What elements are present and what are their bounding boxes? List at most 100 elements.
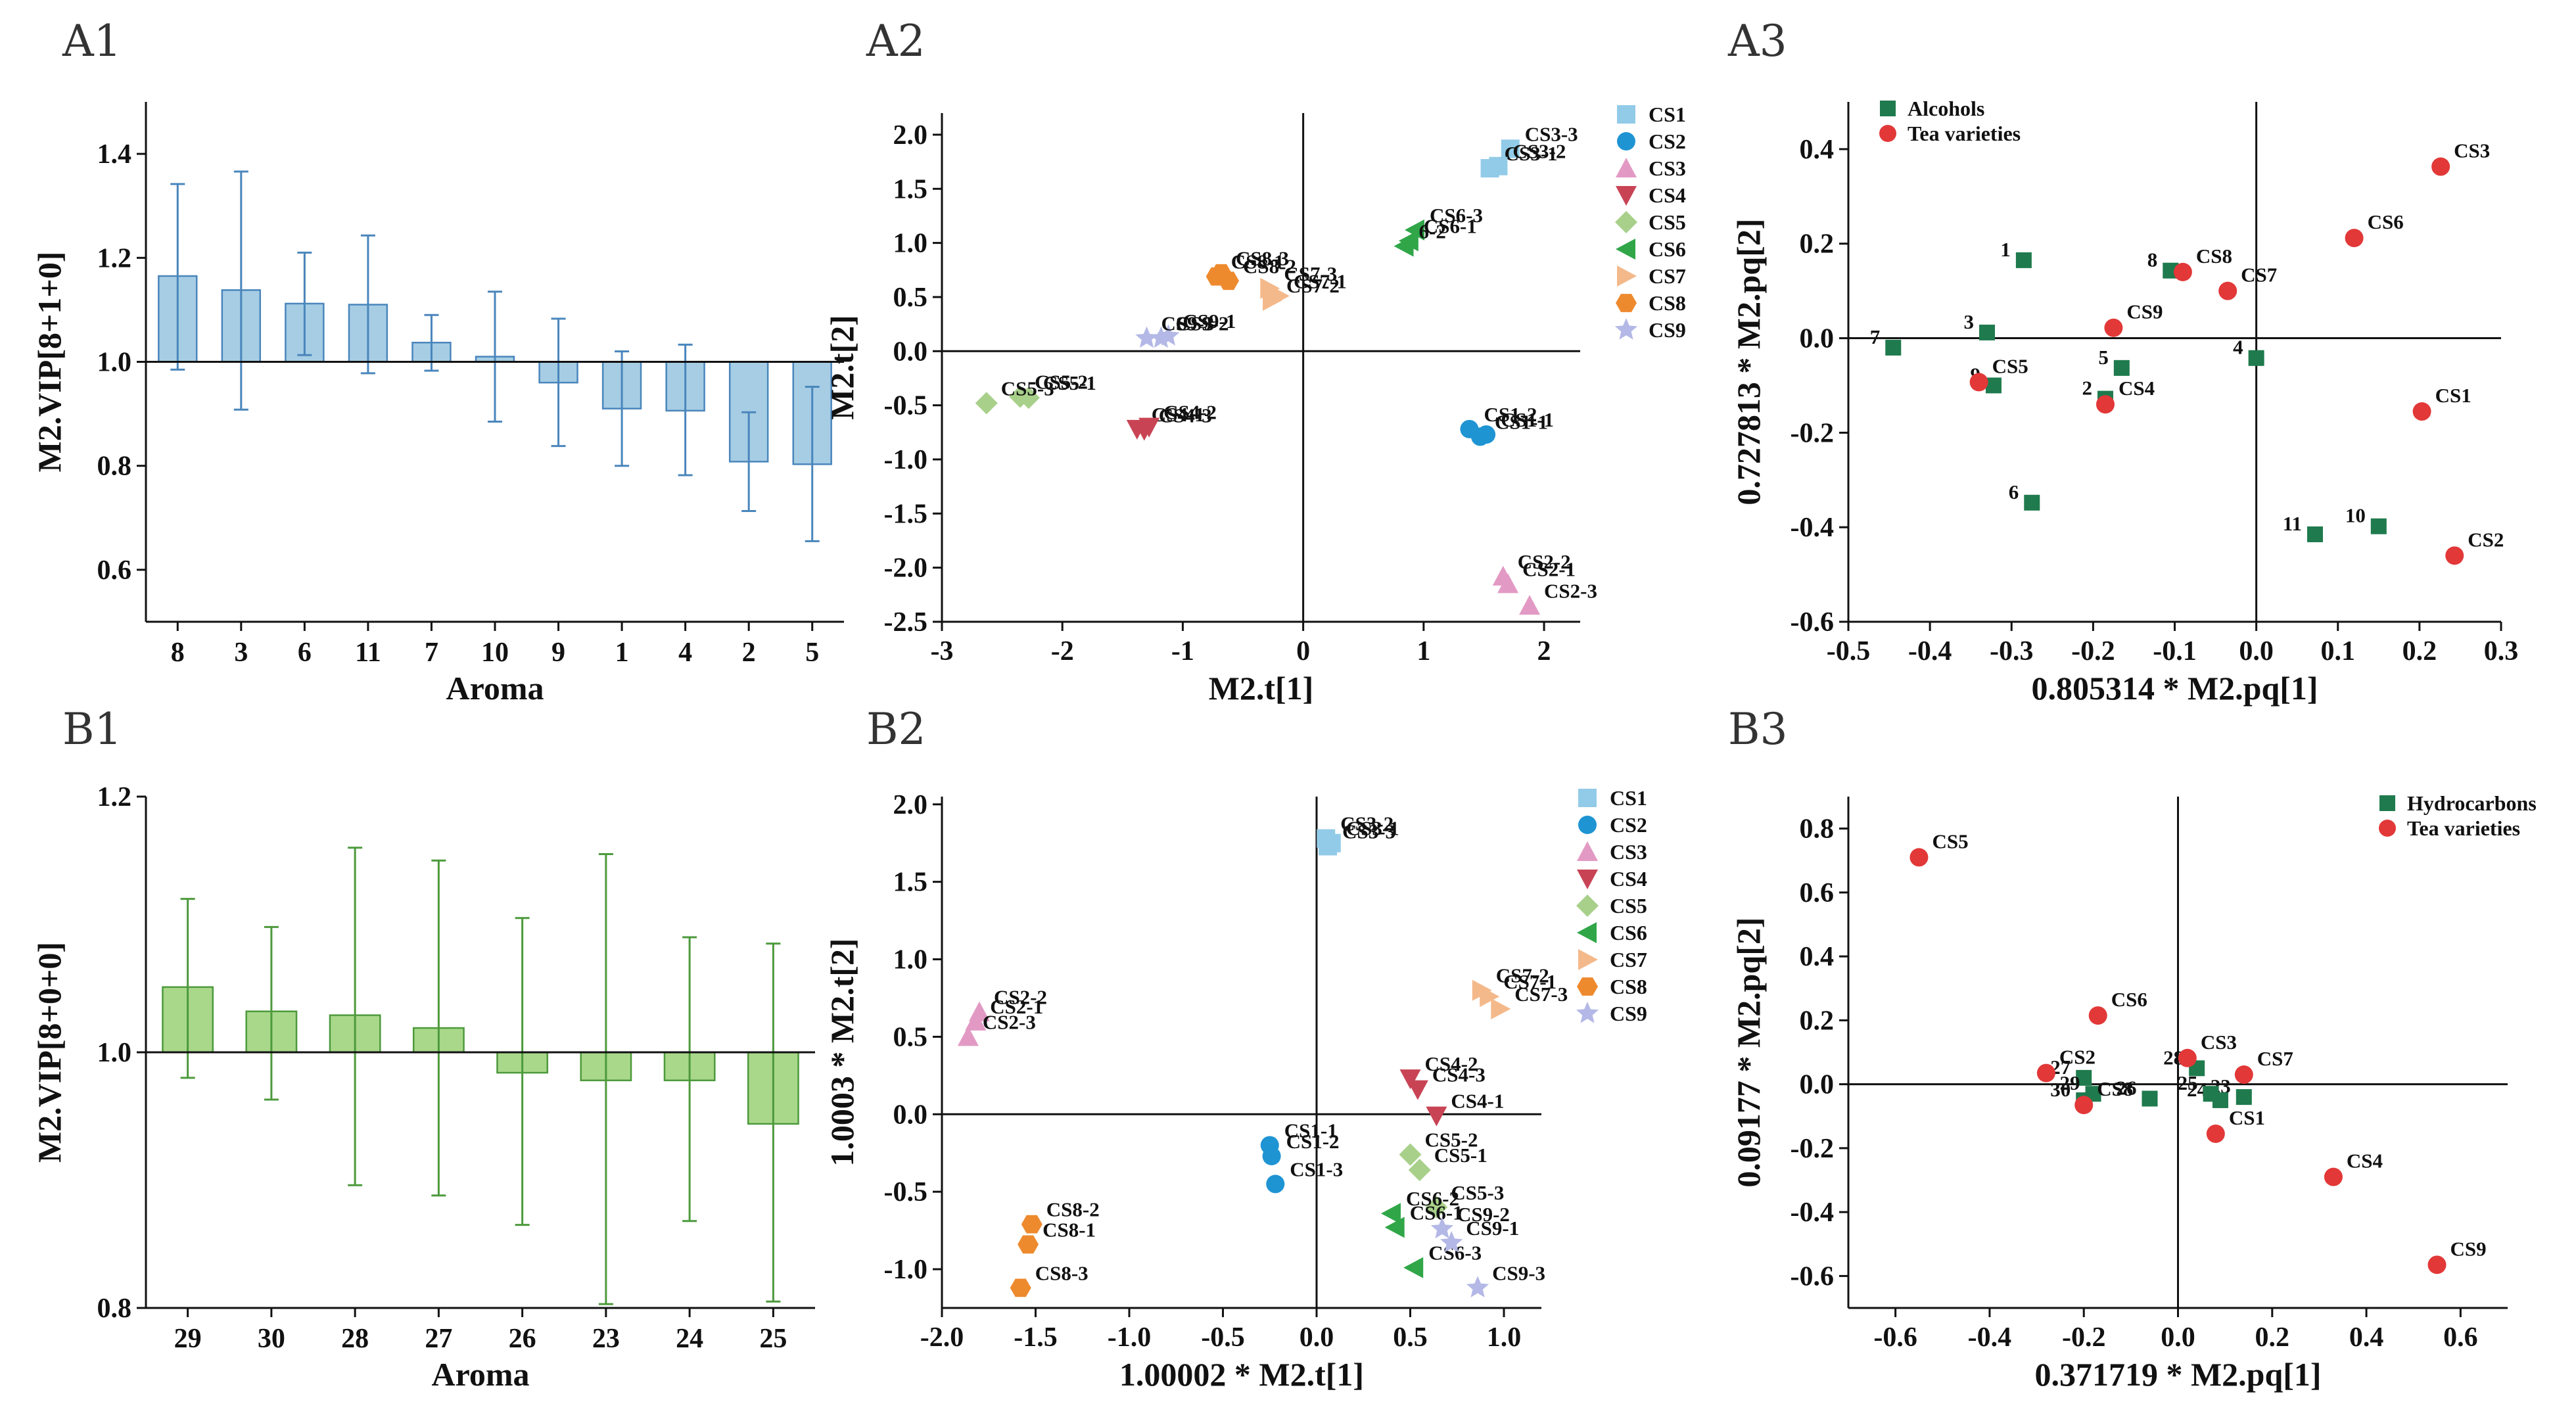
x-axis-title: 0.805314 * M2.pq[1] — [2031, 670, 2318, 707]
point-label: CS5-3 — [1451, 1181, 1504, 1204]
compound-marker — [2015, 252, 2032, 268]
x-tick-label: 2 — [742, 638, 756, 668]
y-tick-label: 0.0 — [893, 1100, 928, 1130]
x-tick-label: -1.5 — [1014, 1322, 1058, 1353]
tea-label: CS7 — [2241, 264, 2277, 287]
x-tick-label: 0.6 — [2443, 1322, 2478, 1353]
x-tick-label: 3 — [234, 638, 248, 668]
x-tick-label: -0.1 — [2153, 636, 2197, 666]
point-label: CS1-2 — [1484, 403, 1537, 426]
legend-label: Alcohols — [1908, 97, 1984, 120]
point-marker — [975, 392, 998, 415]
point-marker — [965, 1010, 987, 1031]
point-label: CS4-1 — [1152, 403, 1205, 426]
tea-label: CS5 — [1992, 354, 2028, 377]
x-tick-label: 25 — [759, 1324, 787, 1354]
y-tick-label: 1.0 — [893, 945, 928, 975]
x-tick-label: 0.4 — [2349, 1322, 2384, 1353]
tea-marker — [1909, 848, 1929, 867]
tea-marker — [2234, 1065, 2253, 1084]
legend-marker — [1577, 922, 1597, 943]
point-marker — [1018, 1235, 1039, 1254]
y-axis-title: M2.t[2] — [824, 315, 860, 420]
compound-marker — [2113, 360, 2130, 376]
x-tick-label: 7 — [425, 638, 438, 668]
tea-label: CS2 — [2468, 528, 2504, 551]
tea-label: CS1 — [2229, 1106, 2265, 1129]
x-tick-label: 1 — [1417, 636, 1430, 666]
tea-marker — [2206, 1124, 2225, 1143]
point-label: CS2-1 — [1522, 557, 1576, 580]
point-marker — [1519, 595, 1541, 615]
point-label: CS9-2 — [1457, 1203, 1510, 1226]
tea-label: CS5 — [1932, 829, 1968, 852]
y-tick-label: 0.8 — [1800, 814, 1835, 845]
compound-label: 29 — [2060, 1071, 2080, 1094]
legend-label: CS5 — [1649, 210, 1686, 234]
y-axis-title: M2.VIP[8+0+0] — [31, 942, 68, 1163]
y-tick-label: -0.5 — [884, 1177, 928, 1207]
x-tick-label: 0.2 — [2402, 636, 2437, 666]
legend-marker — [1577, 870, 1598, 889]
legend-marker — [1578, 949, 1598, 970]
point-label: CS6-2 — [1406, 1187, 1459, 1210]
legend-marker — [1616, 294, 1637, 312]
x-tick-label: 0 — [1296, 636, 1310, 666]
point-marker — [1262, 1146, 1281, 1165]
compound-label: 30 — [2050, 1078, 2071, 1101]
legend-label: CS3 — [1610, 840, 1647, 864]
legend-marker — [1576, 895, 1599, 917]
point-marker — [1426, 1106, 1447, 1127]
legend-label: Tea varieties — [2407, 816, 2520, 840]
point-label: CS4-3 — [1432, 1063, 1486, 1086]
point-marker — [1489, 156, 1508, 175]
point-marker — [1135, 326, 1158, 348]
y-tick-label: 0.0 — [1800, 324, 1835, 354]
tea-label: CS1 — [2435, 384, 2471, 407]
point-marker — [1399, 1143, 1422, 1166]
tea-label: CS8 — [2196, 245, 2232, 268]
point-label: CS8-2 — [1046, 1198, 1100, 1221]
panel-label: B1 — [62, 704, 122, 755]
y-axis-title: 1.0003 * M2.t[2] — [824, 938, 860, 1166]
point-label: CS8-1 — [1231, 250, 1284, 273]
point-label: CS3-3 — [1525, 122, 1578, 145]
y-tick-label: 1.0 — [97, 348, 132, 378]
legend-label: CS3 — [1649, 156, 1686, 180]
panel-label: A1 — [62, 16, 122, 66]
panel-label: B3 — [1728, 704, 1788, 755]
tea-marker — [2324, 1167, 2343, 1186]
point-label: CS9-3 — [1492, 1261, 1545, 1284]
compound-label: 11 — [2283, 512, 2302, 535]
legend-label: CS8 — [1610, 975, 1647, 998]
tea-marker — [2345, 229, 2364, 248]
point-label: CS6-1 — [1424, 214, 1477, 237]
compound-label: 7 — [1870, 325, 1881, 348]
y-tick-label: -1.0 — [884, 1255, 928, 1285]
point-label: CS1-2 — [1286, 1130, 1340, 1153]
x-tick-label: 9 — [551, 638, 565, 668]
compound-marker — [2370, 518, 2387, 534]
compound-label: 2 — [2082, 377, 2092, 400]
x-tick-label: 23 — [592, 1324, 620, 1354]
y-tick-label: 1.2 — [97, 243, 132, 273]
point-label: CS7-2 — [1286, 274, 1340, 297]
point-label: CS4-2 — [1425, 1052, 1478, 1075]
x-tick-label: 0.0 — [1300, 1322, 1334, 1353]
x-tick-label: 5 — [805, 638, 819, 668]
x-tick-label: -2.0 — [920, 1322, 964, 1353]
compound-marker — [1885, 339, 1902, 356]
x-tick-label: 26 — [509, 1324, 536, 1354]
point-marker — [1440, 1231, 1463, 1253]
point-marker — [1497, 573, 1519, 594]
y-tick-label: -2.0 — [884, 553, 928, 584]
point-label: CS4-3 — [1159, 404, 1212, 427]
point-label: CS2-3 — [983, 1010, 1036, 1033]
compound-marker — [2142, 1090, 2158, 1107]
legend-label: Tea varieties — [1908, 122, 2021, 145]
point-label: CS5-2 — [1035, 370, 1088, 393]
compound-label: 10 — [2345, 504, 2366, 527]
compound-label: 6 — [2009, 480, 2019, 503]
panel-label: B2 — [866, 704, 926, 755]
